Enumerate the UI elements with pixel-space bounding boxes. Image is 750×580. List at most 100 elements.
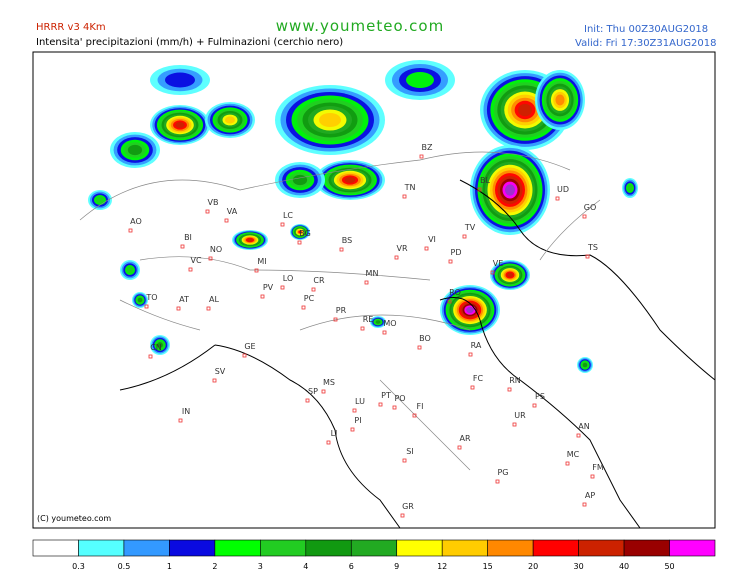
- legend-swatch: [532, 539, 579, 557]
- precipitation: [88, 60, 638, 373]
- copyright: (C) youmeteo.com: [37, 514, 111, 523]
- city-label: FC: [473, 374, 484, 383]
- rain-cell: [319, 113, 341, 127]
- city-marker: [462, 234, 467, 239]
- city-marker: [128, 228, 133, 233]
- city-label: MC: [567, 450, 580, 459]
- city-marker: [254, 268, 259, 273]
- legend-swatch: [214, 539, 261, 557]
- city-label: TS: [587, 243, 598, 252]
- city-label: PT: [381, 391, 391, 400]
- city-marker: [148, 354, 153, 359]
- legend-label: 4: [303, 562, 308, 571]
- city-label: CR: [313, 276, 325, 285]
- city-marker: [394, 255, 399, 260]
- city-label: RA: [471, 341, 482, 350]
- model: HRRR v3 4Km: [36, 22, 106, 33]
- city-label: PC: [304, 294, 315, 303]
- city-label: LO: [283, 274, 293, 283]
- city-marker: [280, 285, 285, 290]
- city-marker: [364, 280, 369, 285]
- city-marker: [412, 413, 417, 418]
- city-marker: [565, 461, 570, 466]
- city-label: GR: [402, 502, 414, 511]
- rain-cell: [518, 103, 532, 117]
- legend-swatch: [260, 539, 307, 557]
- city-marker: [333, 317, 338, 322]
- rain-cell: [225, 116, 235, 124]
- rain-cell: [137, 297, 143, 303]
- legend-swatch: [123, 539, 170, 557]
- city-label: RE: [363, 315, 374, 324]
- legend-swatch: [396, 539, 443, 557]
- city-label: BZ: [422, 143, 433, 152]
- city-label: PD: [451, 248, 462, 257]
- legend-swatch: [32, 539, 79, 557]
- legend-swatch: [305, 539, 352, 557]
- borders: [79, 151, 601, 471]
- legend-swatch: [350, 539, 398, 557]
- rain-cell: [375, 320, 381, 324]
- city-label: UR: [514, 411, 526, 420]
- city-marker: [326, 440, 331, 445]
- subtitle: Intensita' precipitazioni (mm/h) + Fulmi…: [36, 37, 343, 48]
- city-label: AL: [209, 295, 219, 304]
- city-marker: [350, 427, 355, 432]
- city-label: PV: [263, 283, 274, 292]
- valid: Valid: Fri 17:30Z31AUG2018: [575, 38, 717, 49]
- city-label: VA: [227, 207, 238, 216]
- legend-label: 50: [664, 562, 674, 571]
- city-label: TN: [404, 183, 416, 192]
- city-label: GE: [244, 342, 255, 351]
- city-marker: [178, 418, 183, 423]
- city-marker: [402, 194, 407, 199]
- city-marker: [242, 353, 247, 358]
- city-label: PS: [535, 392, 545, 401]
- city-label: BG: [299, 229, 311, 238]
- city-label: FM: [592, 463, 604, 472]
- city-marker: [470, 385, 475, 390]
- city-marker: [260, 294, 265, 299]
- city-marker: [447, 299, 452, 304]
- city-label: AO: [130, 217, 142, 226]
- city-marker: [392, 405, 397, 410]
- city-marker: [212, 378, 217, 383]
- city-marker: [424, 246, 429, 251]
- rain-cell: [506, 272, 514, 278]
- city-label: PR: [336, 306, 347, 315]
- city-label: BL: [480, 176, 490, 185]
- city-label: RO: [449, 288, 461, 297]
- legend-swatch: [669, 539, 716, 557]
- city-marker: [490, 270, 495, 275]
- city-label: VC: [190, 256, 201, 265]
- city-label: FI: [417, 402, 424, 411]
- legend-label: 40: [619, 562, 629, 571]
- city-marker: [582, 214, 587, 219]
- city-label: BO: [419, 334, 431, 343]
- city-label: MS: [323, 378, 335, 387]
- city-marker: [532, 403, 537, 408]
- city-label: MO: [383, 319, 396, 328]
- city-marker: [352, 408, 357, 413]
- init: Init: Thu 00Z30AUG2018: [584, 24, 708, 35]
- city-marker: [457, 445, 462, 450]
- legend-swatch: [623, 539, 670, 557]
- city-label: VI: [428, 235, 436, 244]
- legend-label: 9: [394, 562, 399, 571]
- city-marker: [402, 458, 407, 463]
- city-marker: [205, 209, 210, 214]
- rain-cell: [555, 94, 565, 106]
- legend-label: 12: [437, 562, 447, 571]
- rain-cell: [298, 230, 302, 234]
- legend-label: 1: [167, 562, 172, 571]
- city-marker: [280, 222, 285, 227]
- legend-label: 0.5: [118, 562, 131, 571]
- city-label: LC: [283, 211, 293, 220]
- city-marker: [495, 479, 500, 484]
- city-marker: [321, 389, 326, 394]
- city-label: UD: [557, 185, 569, 194]
- city-marker: [419, 154, 424, 159]
- city-marker: [301, 305, 306, 310]
- city-label: AN: [578, 422, 589, 431]
- legend-label: 15: [483, 562, 493, 571]
